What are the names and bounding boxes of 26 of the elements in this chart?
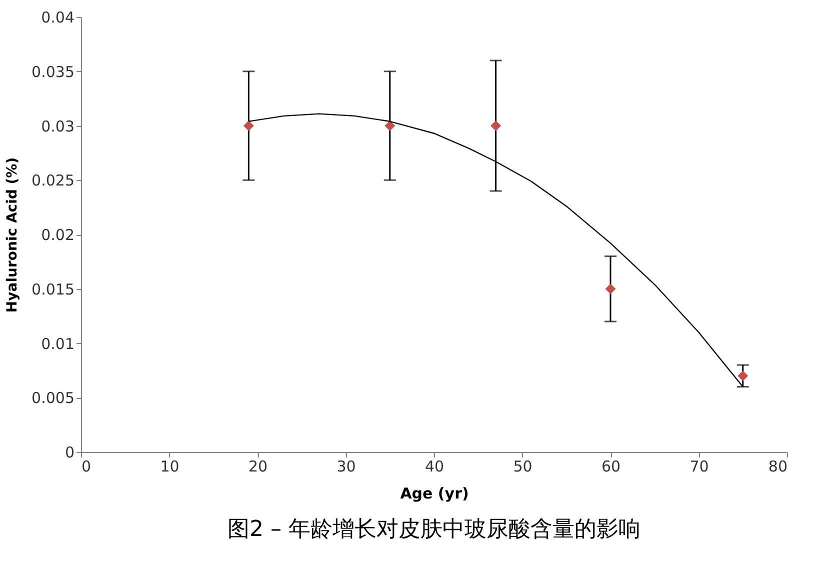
x-axis-title: Age (yr) (400, 484, 469, 502)
x-tick-label: 70 (690, 458, 709, 476)
y-tick-label: 0.015 (32, 280, 74, 298)
x-tick-label: 60 (601, 458, 621, 476)
y-axis-title: Hyaluronic Acid (%) (4, 157, 21, 313)
x-tick-label: 80 (768, 458, 788, 476)
text: 图2 – 年龄增长对皮肤中玻尿酸含量的影响 (228, 517, 640, 542)
y-tick-label: 0.04 (41, 8, 74, 26)
y-tick-label: 0.035 (32, 62, 74, 81)
x-tick-label: 20 (248, 458, 268, 476)
x-tick-label: 50 (513, 458, 532, 476)
y-tick-label: 0.025 (32, 172, 74, 190)
point (605, 284, 616, 294)
x-tick-label: 0 (82, 458, 92, 476)
x-tick-label: 40 (424, 458, 444, 476)
y-tick-label: 0.01 (41, 334, 74, 353)
x-tick-label: 10 (160, 458, 180, 476)
point (384, 120, 396, 131)
point (490, 120, 502, 131)
y-tick-label: 0.03 (41, 117, 74, 136)
y-tick-label: 0.005 (32, 389, 74, 408)
point (738, 370, 748, 382)
x-tick-label: 30 (336, 458, 356, 476)
y-tick-label: 0.02 (41, 226, 74, 244)
y-tick-label: 0 (64, 444, 74, 462)
point (243, 120, 254, 131)
